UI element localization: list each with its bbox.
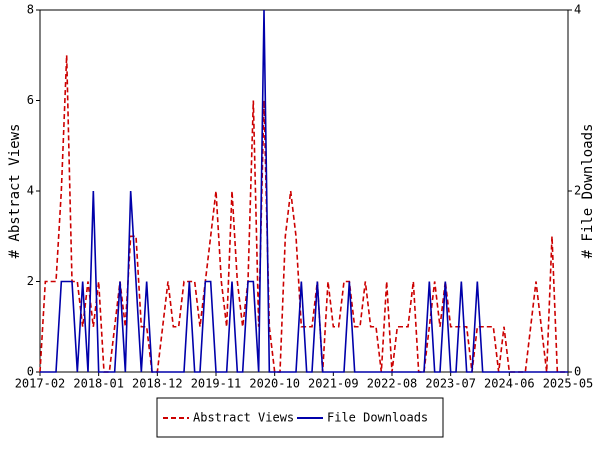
x-tick-label: 2021-09 [308, 377, 359, 391]
x-tick-label: 2017-02 [15, 377, 66, 391]
x-tick-label: 2018-12 [132, 377, 183, 391]
x-tick-label: 2022-08 [367, 377, 418, 391]
x-tick-label: 2019-11 [191, 377, 242, 391]
y2-axis-label: # File Downloads [580, 124, 596, 259]
y2-tick-label: 2 [574, 184, 581, 198]
x-tick-label: 2018-01 [73, 377, 124, 391]
x-tick-label: 2020-10 [249, 377, 300, 391]
legend-box [156, 397, 444, 438]
y-tick-label: 6 [27, 93, 34, 107]
x-tick-label: 2024-06 [484, 377, 535, 391]
series-line [40, 9, 568, 373]
y-tick-label: 2 [27, 274, 34, 288]
y-axis-label: # Abstract Views [7, 124, 23, 259]
y-tick-label: 4 [27, 184, 34, 198]
y2-tick-label: 4 [574, 3, 581, 17]
y2-tick-label: 0 [574, 365, 581, 379]
x-tick-label: 2023-07 [425, 377, 476, 391]
legend-label: File Downloads [327, 411, 428, 425]
legend-label: Abstract Views [193, 411, 294, 425]
y-tick-label: 8 [27, 3, 34, 17]
y-tick-label: 0 [27, 365, 34, 379]
x-tick-label: 2025-05 [543, 377, 594, 391]
